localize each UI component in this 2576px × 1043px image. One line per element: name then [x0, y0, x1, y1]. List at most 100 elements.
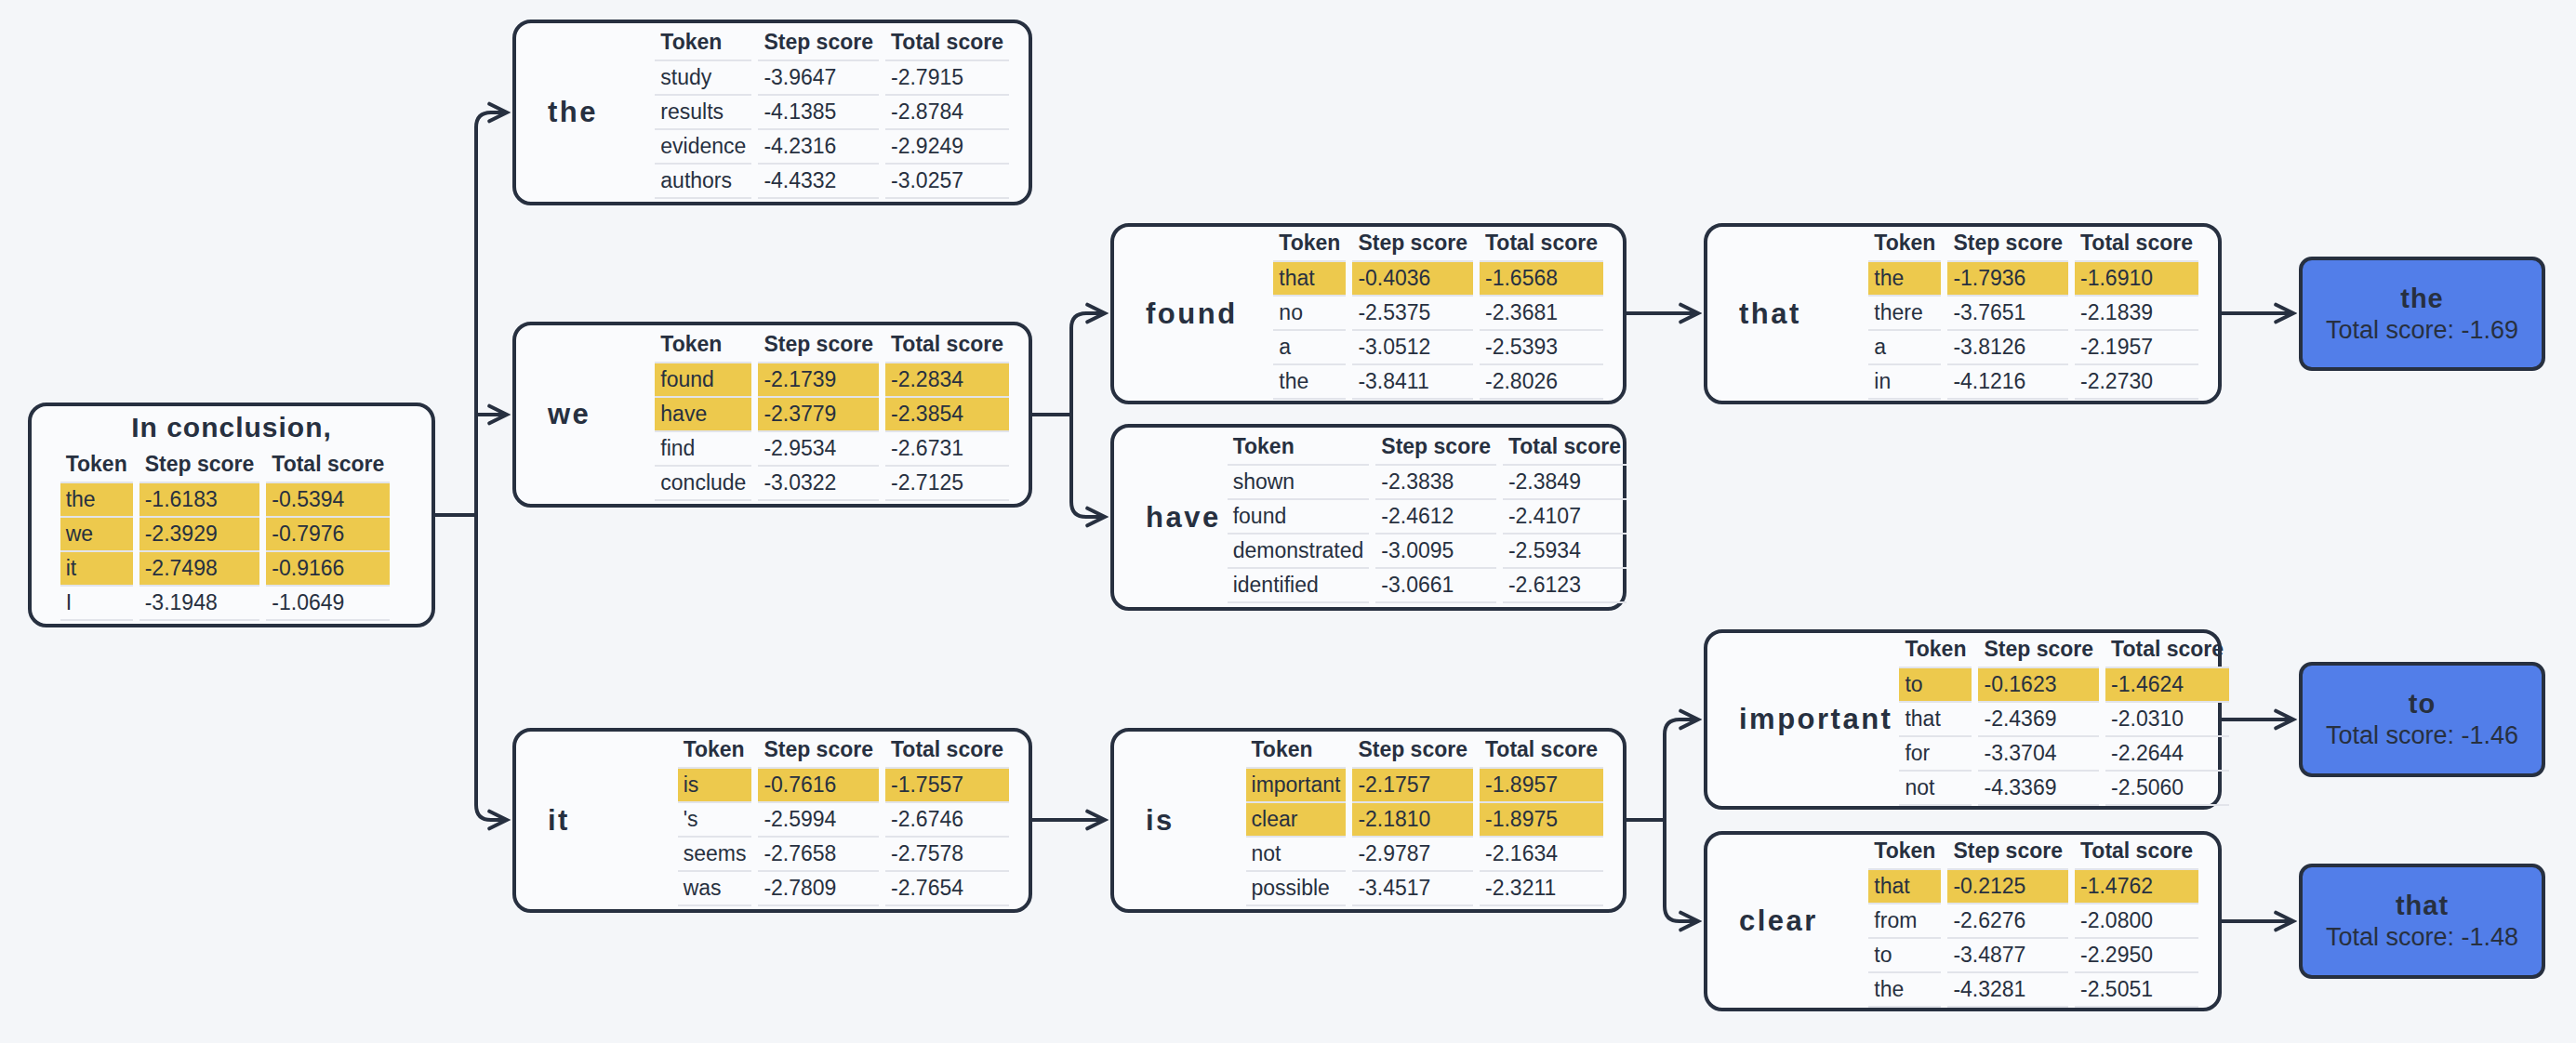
- candidate-row: from-2.6276-2.0800: [1868, 904, 2198, 939]
- header-token: Token: [1868, 836, 1941, 870]
- total-score-cell: -2.3854: [885, 398, 1009, 432]
- header-total-score: Total score: [2105, 634, 2229, 668]
- candidate-row: that-0.4036-1.6568: [1273, 262, 1603, 297]
- candidate-row: the-1.6183-0.5394: [60, 483, 391, 518]
- total-score-cell: -1.7557: [885, 769, 1009, 803]
- header-step-score: Step score: [1352, 734, 1473, 769]
- total-score-cell: -2.6746: [885, 803, 1009, 838]
- candidate-row: was-2.7809-2.7654: [678, 872, 1009, 906]
- token-cell: demonstrated: [1228, 535, 1370, 569]
- header-total-score: Total score: [885, 329, 1009, 363]
- beam-search-diagram: In conclusion, TokenStep scoreTotal scor…: [0, 0, 2576, 1043]
- edge-is-to-important: [1665, 720, 1696, 820]
- header-total-score: Total score: [2075, 836, 2198, 870]
- step-score-cell: -3.3704: [1978, 737, 2099, 772]
- step-score-cell: -2.7658: [758, 838, 879, 872]
- token-cell: seems: [678, 838, 752, 872]
- node-we: we TokenStep scoreTotal scorefound-2.173…: [512, 322, 1032, 508]
- total-score-cell: -1.6910: [2075, 262, 2198, 297]
- candidate-row: in-4.1216-2.2730: [1868, 365, 2198, 400]
- node-label: the: [516, 96, 648, 129]
- header-step-score: Step score: [1947, 836, 2068, 870]
- token-cell: for: [1899, 737, 1972, 772]
- step-score-cell: -0.7616: [758, 769, 879, 803]
- step-score-cell: -3.0512: [1352, 331, 1473, 365]
- candidate-row: the-1.7936-1.6910: [1868, 262, 2198, 297]
- node-table-wrap: TokenStep scoreTotal scorestudy-3.9647-2…: [648, 27, 1016, 199]
- step-score-cell: -2.1757: [1352, 769, 1473, 803]
- header-step-score: Step score: [1978, 634, 2099, 668]
- token-cell: not: [1246, 838, 1347, 872]
- step-score-cell: -3.8126: [1947, 331, 2068, 365]
- token-cell: authors: [655, 165, 751, 199]
- step-score-cell: -2.7809: [758, 872, 879, 906]
- token-cell: that: [1899, 703, 1972, 737]
- total-score-cell: -2.2834: [885, 363, 1009, 398]
- node-label: found: [1114, 297, 1267, 331]
- result-token: that: [2396, 889, 2449, 922]
- node-table-wrap: TokenStep scoreTotal scorefound-2.1739-2…: [648, 329, 1016, 501]
- token-cell: have: [655, 398, 751, 432]
- token-cell: that: [1868, 870, 1941, 904]
- candidate-row: important-2.1757-1.8957: [1246, 769, 1603, 803]
- step-score-cell: -2.3779: [758, 398, 879, 432]
- token-cell: there: [1868, 297, 1941, 331]
- token-cell: the: [1868, 973, 1941, 1008]
- node-table-wrap: TokenStep scoreTotal scoreshown-2.3838-2…: [1221, 431, 1633, 603]
- candidate-row: that-0.2125-1.4762: [1868, 870, 2198, 904]
- candidate-row: evidence-4.2316-2.9249: [655, 130, 1009, 165]
- token-cell: 's: [678, 803, 752, 838]
- candidate-row: demonstrated-3.0095-2.5934: [1228, 535, 1627, 569]
- header-step-score: Step score: [1375, 431, 1496, 466]
- step-score-cell: -0.4036: [1352, 262, 1473, 297]
- result-box-that: that Total score: -1.48: [2299, 864, 2545, 979]
- candidate-row: it-2.7498-0.9166: [60, 552, 391, 587]
- candidate-row: not-4.3369-2.5060: [1899, 772, 2229, 806]
- node-it: it TokenStep scoreTotal scoreis-0.7616-1…: [512, 728, 1032, 913]
- header-token: Token: [1273, 228, 1346, 262]
- total-score-cell: -2.9249: [885, 130, 1009, 165]
- candidate-row: for-3.3704-2.2644: [1899, 737, 2229, 772]
- total-score-cell: -1.4624: [2105, 668, 2229, 703]
- header-step-score: Step score: [758, 329, 879, 363]
- total-score-cell: -2.5934: [1503, 535, 1627, 569]
- result-total-score: Total score: -1.46: [2326, 720, 2518, 752]
- step-score-cell: -1.6183: [139, 483, 260, 518]
- token-cell: that: [1273, 262, 1346, 297]
- header-total-score: Total score: [885, 734, 1009, 769]
- step-score-cell: -2.7498: [139, 552, 260, 587]
- total-score-cell: -2.5393: [1480, 331, 1603, 365]
- candidate-row: to-3.4877-2.2950: [1868, 939, 2198, 973]
- node-table-wrap: TokenStep scoreTotal scoreimportant-2.17…: [1240, 734, 1610, 906]
- score-table: TokenStep scoreTotal scorethat-0.2125-1.…: [1862, 836, 2205, 1008]
- step-score-cell: -2.9787: [1352, 838, 1473, 872]
- candidate-row: that-2.4369-2.0310: [1899, 703, 2229, 737]
- root-table-wrap: TokenStep scoreTotal scorethe-1.6183-0.5…: [54, 449, 397, 621]
- token-cell: to: [1899, 668, 1972, 703]
- candidate-row: to-0.1623-1.4624: [1899, 668, 2229, 703]
- candidate-row: study-3.9647-2.7915: [655, 61, 1009, 96]
- header-step-score: Step score: [139, 449, 260, 483]
- node-table-wrap: TokenStep scoreTotal scoreto-0.1623-1.46…: [1892, 634, 2236, 806]
- edge-root-to-it: [476, 515, 505, 820]
- step-score-cell: -3.4877: [1947, 939, 2068, 973]
- candidate-row: authors-4.4332-3.0257: [655, 165, 1009, 199]
- candidate-row: found-2.4612-2.4107: [1228, 500, 1627, 535]
- token-cell: we: [60, 518, 133, 552]
- result-token: the: [2400, 282, 2444, 315]
- total-score-cell: -0.5394: [266, 483, 390, 518]
- header-total-score: Total score: [1503, 431, 1627, 466]
- total-score-cell: -2.7654: [885, 872, 1009, 906]
- total-score-cell: -2.4107: [1503, 500, 1627, 535]
- header-total-score: Total score: [1480, 228, 1603, 262]
- candidate-row: found-2.1739-2.2834: [655, 363, 1009, 398]
- total-score-cell: -1.6568: [1480, 262, 1603, 297]
- total-score-cell: -2.0310: [2105, 703, 2229, 737]
- total-score-cell: -2.7915: [885, 61, 1009, 96]
- step-score-cell: -4.3281: [1947, 973, 2068, 1008]
- header-token: Token: [678, 734, 752, 769]
- node-table-wrap: TokenStep scoreTotal scorethat-0.4036-1.…: [1267, 228, 1610, 400]
- total-score-cell: -1.8957: [1480, 769, 1603, 803]
- step-score-cell: -2.6276: [1947, 904, 2068, 939]
- score-table: TokenStep scoreTotal scoreshown-2.3838-2…: [1221, 431, 1633, 603]
